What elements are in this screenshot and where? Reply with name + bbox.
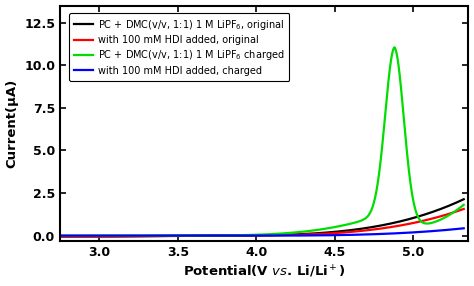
Legend: PC + DMC(v/v, 1:1) 1 M LiPF$_6$, original, with 100 mM HDI added, original, PC +: PC + DMC(v/v, 1:1) 1 M LiPF$_6$, origina… [69,13,290,81]
X-axis label: Potential(V $\mathit{vs}$. Li/Li$^+$): Potential(V $\mathit{vs}$. Li/Li$^+$) [183,264,346,281]
Y-axis label: Current(μA): Current(μA) [6,79,18,168]
